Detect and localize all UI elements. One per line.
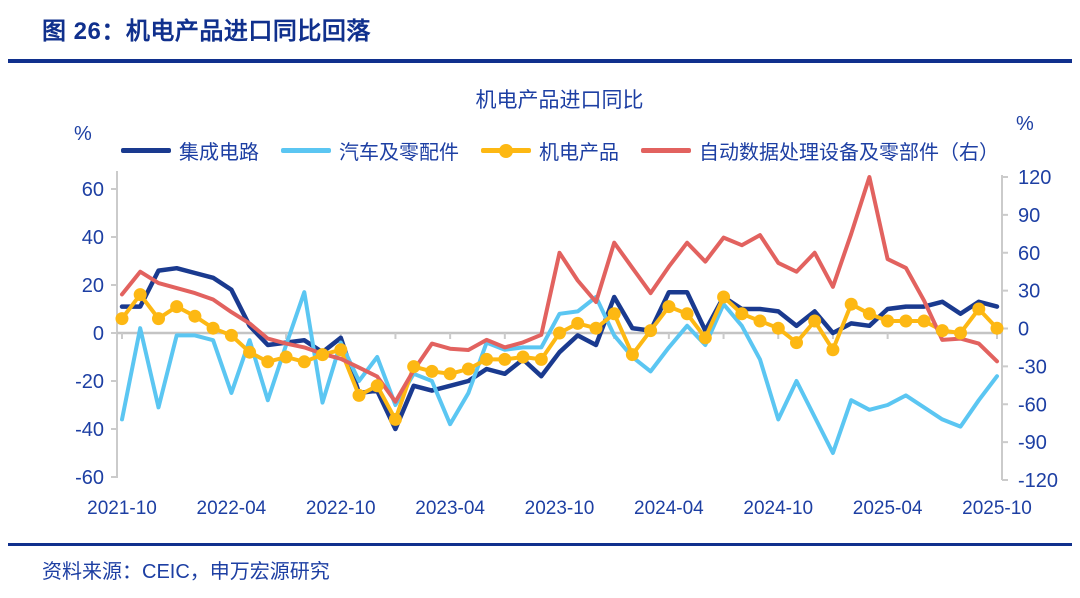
series-marker-mech-products	[698, 331, 712, 345]
x-axis-tick-label: 2021-10	[87, 498, 157, 519]
series-marker-mech-products	[826, 343, 840, 357]
series-marker-mech-products	[771, 321, 785, 335]
chart-title: 机电产品进口同比	[475, 89, 644, 112]
left-axis-unit-label: %	[74, 123, 92, 145]
series-marker-mech-products	[243, 345, 257, 359]
series-line-auto-parts	[120, 290, 999, 455]
series-marker-mech-products	[662, 300, 676, 314]
legend-label-auto-parts: 汽车及零配件	[339, 142, 459, 164]
series-marker-mech-products	[625, 348, 639, 362]
series-marker-mech-products	[188, 309, 202, 323]
series-marker-mech-products	[862, 307, 876, 321]
x-axis-tick-label: 2022-04	[197, 498, 267, 519]
x-axis-tick-label: 2025-10	[962, 498, 1032, 519]
figure-header-title: 图 26：机电产品进口同比回落	[42, 18, 371, 45]
series-marker-mech-products	[717, 290, 731, 304]
series-marker-mech-products	[808, 314, 822, 328]
right-axis-tick-label: -60	[1018, 394, 1047, 416]
right-axis-tick-label: -30	[1018, 356, 1047, 378]
right-axis-tick-label: 30	[1018, 281, 1040, 303]
left-axis-tick-label: -60	[75, 467, 104, 489]
series-marker-mech-products	[935, 324, 949, 338]
series-marker-mech-products	[644, 324, 658, 338]
series-marker-mech-products	[480, 352, 494, 366]
x-axis-tick-label: 2023-10	[525, 498, 595, 519]
series-marker-mech-products	[316, 348, 329, 362]
series-marker-mech-products	[917, 314, 931, 328]
legend-swatch-auto-parts	[281, 148, 331, 153]
legend-label-adp-equipment: 自动数据处理设备及零部件（右）	[699, 142, 999, 164]
series-marker-mech-products	[279, 350, 293, 364]
series-marker-mech-products	[607, 307, 621, 321]
legend-label-mech-products: 机电产品	[539, 142, 619, 164]
series-marker-mech-products	[425, 364, 439, 378]
legend-marker-dot	[499, 143, 513, 158]
bottom-divider-rule	[8, 543, 1072, 546]
series-line-adp-equipment	[120, 175, 999, 404]
series-marker-mech-products	[443, 367, 457, 381]
series-marker-mech-products	[534, 352, 548, 366]
right-axis-tick-label: 60	[1018, 243, 1040, 265]
legend-swatch-ic	[121, 148, 171, 153]
series-marker-mech-products	[115, 312, 129, 326]
left-axis-tick-label: -40	[75, 419, 104, 441]
series-marker-mech-products	[844, 297, 858, 311]
legend-swatch-adp-equipment	[641, 148, 691, 153]
series-marker-mech-products	[133, 288, 147, 302]
x-axis-tick-label: 2024-10	[743, 498, 813, 519]
series-marker-mech-products	[224, 328, 238, 342]
right-axis-tick-label: 0	[1018, 319, 1029, 341]
series-marker-mech-products	[206, 321, 220, 335]
chart-legend: 集成电路 汽车及零配件 机电产品 自动数据处理设备及零部件（右）	[110, 136, 1010, 165]
x-axis-tick-label: 2022-10	[306, 498, 376, 519]
right-axis-tick-label: -90	[1018, 432, 1047, 454]
top-divider-rule	[8, 59, 1072, 63]
series-marker-mech-products	[735, 307, 749, 321]
series-marker-mech-products	[370, 379, 384, 393]
left-axis-tick-label: 0	[93, 323, 104, 345]
source-note: 资料来源：CEIC，申万宏源研究	[42, 561, 330, 583]
right-axis-unit-label: %	[1016, 113, 1034, 135]
series-marker-mech-products	[388, 412, 402, 426]
right-axis-tick-label: 120	[1018, 167, 1051, 189]
series-marker-mech-products	[516, 350, 530, 364]
series-marker-mech-products	[571, 316, 585, 330]
right-axis-tick-label: 90	[1018, 205, 1040, 227]
series-marker-mech-products	[553, 326, 566, 340]
series-marker-mech-products	[881, 314, 895, 328]
series-marker-mech-products	[461, 362, 475, 376]
x-axis-tick-label: 2025-04	[853, 498, 923, 519]
series-marker-mech-products	[899, 314, 913, 328]
x-axis-tick-label: 2024-04	[634, 498, 704, 519]
series-marker-mech-products	[334, 343, 348, 357]
x-axis-tick-label: 2023-04	[415, 498, 485, 519]
series-marker-mech-products	[297, 355, 311, 369]
series-marker-mech-products	[954, 326, 967, 340]
series-marker-mech-products	[152, 312, 165, 326]
legend-item-adp-equipment: 自动数据处理设备及零部件（右）	[641, 136, 999, 165]
series-marker-mech-products	[170, 300, 184, 314]
legend-item-auto-parts: 汽车及零配件	[281, 136, 459, 165]
series-marker-mech-products	[753, 314, 767, 328]
legend-swatch-mech-products	[481, 143, 531, 158]
series-marker-mech-products	[261, 355, 275, 369]
series-marker-mech-products	[352, 388, 366, 402]
legend-label-ic: 集成电路	[179, 142, 259, 164]
series-marker-mech-products	[990, 321, 1004, 335]
left-axis-tick-label: 20	[82, 275, 104, 297]
left-axis-tick-label: 60	[82, 179, 104, 201]
series-marker-mech-products	[498, 352, 512, 366]
legend-item-ic: 集成电路	[121, 136, 259, 165]
left-axis-tick-label: -20	[75, 371, 104, 393]
series-line-ic	[119, 265, 1000, 432]
series-marker-mech-products	[972, 302, 986, 316]
left-axis-tick-label: 40	[82, 227, 104, 249]
series-marker-mech-products	[407, 360, 421, 374]
legend-item-mech-products: 机电产品	[481, 136, 619, 165]
right-axis-tick-label: -120	[1018, 470, 1058, 492]
series-marker-mech-products	[790, 336, 803, 350]
series-marker-mech-products	[589, 321, 603, 335]
series-marker-mech-products	[680, 307, 694, 321]
